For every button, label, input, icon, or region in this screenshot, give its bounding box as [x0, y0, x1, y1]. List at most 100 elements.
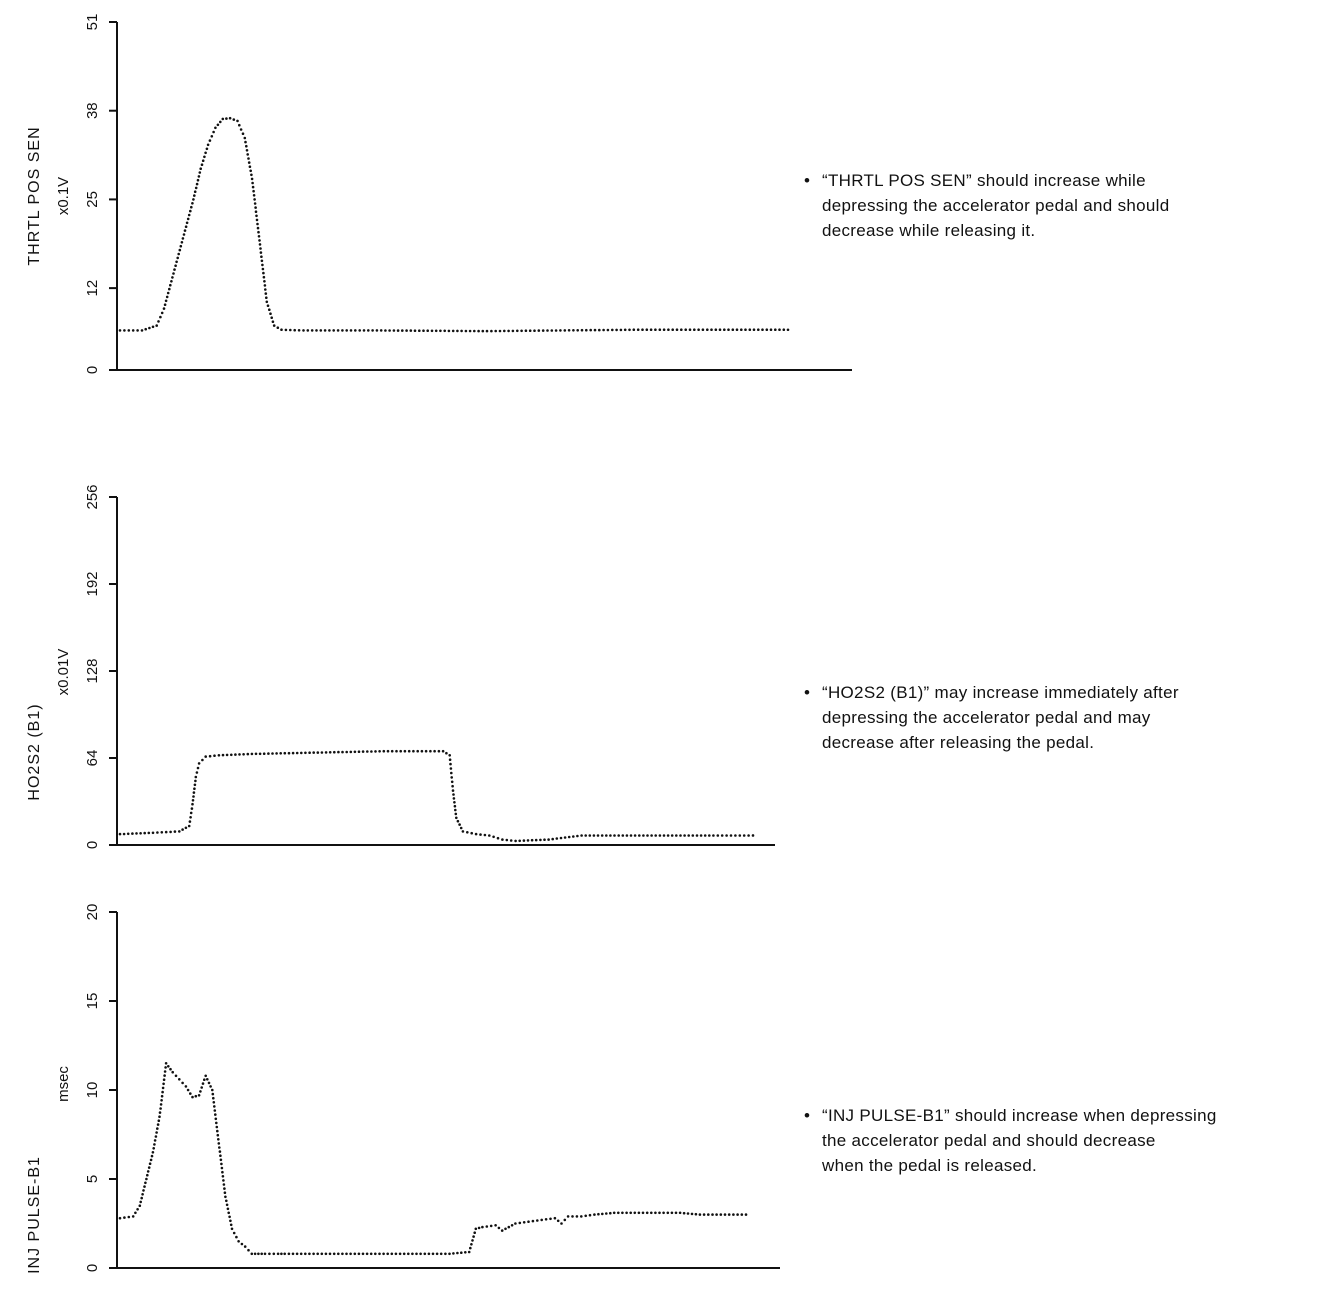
data-point — [615, 328, 618, 332]
data-point — [269, 312, 272, 316]
data-point — [514, 1222, 517, 1225]
data-point — [680, 328, 683, 332]
data-point — [374, 750, 377, 753]
data-point — [559, 836, 563, 840]
data-point — [182, 233, 186, 236]
data-point — [550, 329, 554, 332]
data-point — [171, 276, 174, 279]
data-point — [494, 1224, 497, 1227]
data-point — [370, 750, 373, 753]
data-point — [153, 1139, 157, 1142]
data-point — [727, 328, 730, 332]
data-point — [169, 830, 172, 834]
y-tick-label: 5 — [84, 1175, 101, 1183]
data-point — [341, 750, 344, 754]
data-point — [580, 834, 583, 837]
data-point — [201, 1082, 205, 1085]
data-point — [658, 834, 662, 837]
data-point — [470, 831, 474, 835]
data-point — [450, 780, 454, 784]
data-point — [299, 1252, 303, 1256]
data-point — [641, 328, 644, 332]
data-point — [451, 784, 454, 788]
data-point — [602, 328, 605, 332]
data-point — [194, 779, 197, 783]
data-point — [398, 1252, 402, 1256]
data-point — [563, 329, 567, 332]
data-point — [725, 834, 728, 837]
data-point — [291, 1252, 295, 1256]
data-point — [467, 1250, 471, 1254]
data-point — [184, 826, 188, 830]
data-point — [734, 834, 737, 837]
chart-panel-2: 0 5 10 15 20 msec INJ PULSE-B1 — [26, 904, 780, 1274]
data-point — [437, 749, 441, 753]
data-point — [567, 329, 571, 332]
data-point — [183, 229, 187, 232]
data-point — [266, 304, 270, 308]
data-point — [172, 272, 175, 275]
data-point — [261, 263, 264, 267]
bullet-marker: • — [804, 683, 811, 702]
data-point — [485, 1225, 489, 1228]
data-point — [223, 1187, 226, 1190]
data-point — [609, 834, 612, 837]
data-point — [540, 1218, 543, 1222]
data-point — [143, 1185, 146, 1188]
y-tick-label: 10 — [84, 1082, 101, 1099]
data-point — [212, 1096, 215, 1100]
data-point — [682, 1211, 686, 1215]
data-point — [201, 758, 204, 762]
data-point — [611, 328, 614, 332]
data-point — [694, 1212, 698, 1216]
y-tick-label: 15 — [84, 993, 101, 1010]
data-point — [280, 1252, 283, 1256]
data-point — [481, 1225, 484, 1229]
data-point — [157, 320, 160, 323]
data-point — [401, 329, 404, 332]
data-point — [688, 328, 692, 332]
data-point — [621, 1211, 624, 1215]
data-point — [225, 117, 228, 120]
data-point — [601, 1212, 604, 1216]
data-point — [448, 1252, 451, 1256]
data-point — [184, 225, 188, 228]
data-point — [204, 151, 207, 155]
data-point — [161, 1090, 164, 1094]
data-point — [235, 1235, 238, 1239]
data-point — [528, 329, 532, 333]
data-point — [263, 1252, 267, 1256]
data-point — [162, 307, 166, 310]
data-point — [593, 328, 597, 332]
data-point — [138, 1204, 142, 1207]
data-point — [232, 1231, 236, 1235]
data-point — [238, 753, 241, 756]
data-point — [458, 823, 461, 826]
data-point — [219, 120, 222, 124]
data-point — [477, 329, 480, 333]
data-point — [146, 1170, 150, 1173]
data-point — [200, 163, 204, 166]
data-point — [254, 206, 257, 209]
data-point — [522, 839, 526, 842]
note-line: depressing the accelerator pedal and may — [822, 708, 1151, 727]
data-point — [399, 749, 403, 753]
data-point — [605, 834, 608, 837]
data-point — [250, 1252, 254, 1256]
data-point — [448, 754, 452, 757]
data-point — [156, 1127, 159, 1130]
data-point — [366, 750, 369, 753]
data-point — [212, 1101, 216, 1104]
data-point — [505, 838, 509, 842]
data-point — [497, 1226, 501, 1230]
data-point — [219, 1158, 223, 1162]
data-point — [674, 1211, 678, 1215]
data-point — [361, 1252, 365, 1256]
data-point — [751, 834, 755, 837]
data-point — [452, 1252, 455, 1255]
data-point — [501, 838, 504, 841]
data-point — [320, 751, 324, 754]
data-point — [262, 752, 266, 755]
data-point — [584, 834, 587, 837]
